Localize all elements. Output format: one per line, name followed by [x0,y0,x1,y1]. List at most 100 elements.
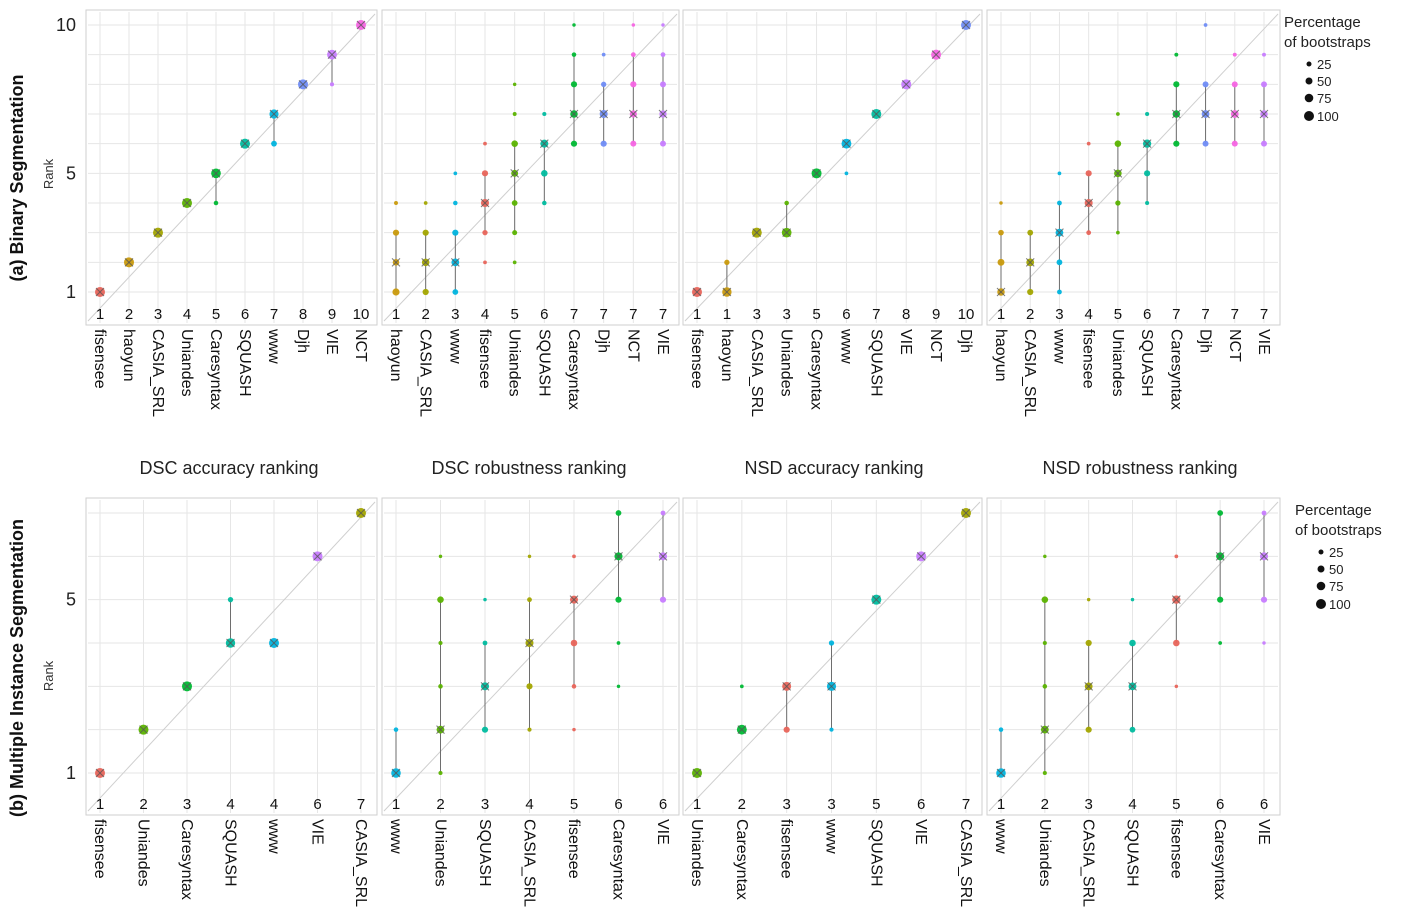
median-marker-caresyntax [1171,109,1181,119]
median-marker-djh [599,109,609,119]
algorithm-label-haoyun: haoyun [120,329,137,382]
algorithm-label-uniandes: Uniandes [1109,329,1126,397]
rank-tick-label: 3 [1084,796,1092,813]
rank-tick-label: 1 [392,796,400,813]
algorithm-label-nct: NCT [1226,329,1243,362]
median-marker-squash [226,638,235,648]
diagonal-line [988,501,1279,812]
bootstrap-point-nct [630,140,637,147]
algorithm-label-nct: NCT [624,329,641,362]
median-marker-casia_srl [1084,681,1094,691]
legend-title-line2: of bootstraps [1284,34,1371,51]
median-marker-www [996,768,1006,778]
bootstrap-point-caresyntax [1218,641,1223,645]
bootstrap-point-www [393,727,399,732]
bootstrap-point-fisensee [1085,170,1092,177]
algorithm-label-djh: Djh [595,329,612,353]
bootstrap-point-caresyntax [572,23,576,27]
diagonal-line [87,13,376,322]
bootstrap-point-uniandes [784,200,789,206]
median-marker-squash [480,681,490,691]
rank-tick-label: 4 [1128,796,1136,813]
bootstrap-point-www [271,140,277,147]
bootstrap-point-uniandes [1042,640,1047,646]
bootstrap-point-www [998,727,1004,732]
bootstrap-point-caresyntax [571,52,577,57]
algorithm-label-vie: VIE [912,819,929,845]
panel-dsc-robustness-ranking-1: 1 2 3 4 5 6 6 www Uniandes SQUASH CASIA_SRL fisense… [381,497,680,907]
rank-tick-label: 6 [540,306,548,323]
rank-tick-label: 5 [1172,796,1180,813]
median-marker-www [827,681,836,691]
bootstrap-point-nct [631,23,636,27]
bootstrap-point-squash [1145,111,1150,117]
y-tick-label: 5 [66,590,76,610]
median-marker-uniandes [782,228,792,238]
rank-tick-label: 3 [753,306,761,323]
diagonal-line [684,501,981,812]
bootstrap-point-www [453,200,458,206]
rank-tick-label: 7 [962,796,970,813]
bootstrap-point-vie [660,510,666,516]
median-marker-uniandes [182,198,192,208]
algorithm-label-www: www [387,818,404,854]
bootstrap-point-nct [630,81,637,88]
rank-tick-label: 7 [270,306,278,323]
bootstrap-point-haoyun [392,229,400,236]
algorithm-label-casia_srl: CASIA_SRL [149,329,166,417]
algorithm-label-fisensee: fisensee [1080,329,1097,389]
median-marker-vie [327,50,337,60]
median-marker-squash [1128,681,1137,691]
rank-tick-label: 4 [525,796,533,813]
algorithm-label-uniandes: Uniandes [135,819,152,887]
bootstrap-point-haoyun [724,259,730,266]
bootstrap-point-fisensee [783,726,790,733]
rank-tick-label: 7 [1172,306,1180,323]
median-marker-uniandes [510,168,520,178]
bootstrap-point-squash [542,111,547,117]
rank-tick-label: 7 [659,306,667,323]
rank-tick-label: 6 [614,796,622,813]
rank-tick-label: 1 [96,796,104,813]
bootstrap-point-uniandes [1114,140,1122,147]
median-marker-squash [539,139,549,149]
algorithm-label-fisensee: fisensee [688,329,705,389]
bootstrap-point-fisensee [1174,684,1179,689]
algorithm-label-caresyntax: Caresyntax [1211,819,1228,900]
bootstrap-point-uniandes [437,596,444,603]
rank-tick-label: 6 [1143,306,1151,323]
bootstrap-point-caresyntax [1217,596,1224,603]
bootstrap-point-squash [1129,726,1136,733]
bootstrap-point-squash [1130,597,1135,602]
rank-tick-label: 8 [902,306,910,323]
bootstrap-point-djh [600,140,607,147]
y-tick-label: 1 [66,763,76,783]
median-marker-casia_srl [752,228,762,238]
algorithm-label-squash: SQUASH [1124,819,1141,887]
algorithm-label-vie: VIE [654,819,671,845]
bootstrap-point-fisensee [571,684,577,689]
bootstrap-point-squash [1145,200,1150,206]
rank-tick-label: 5 [872,796,880,813]
algorithm-label-casia_srl: CASIA_SRL [957,819,974,907]
bootstrap-point-fisensee [1086,141,1091,146]
legend-title-line1: Percentage [1284,14,1361,31]
bootstrap-point-casia_srl [422,288,429,296]
rank-tick-label: 2 [1041,796,1049,813]
bootstrap-point-haoyun [999,201,1003,205]
median-marker-nct [1230,109,1240,119]
algorithm-label-casia_srl: CASIA_SRL [352,819,369,907]
median-marker-www [269,638,279,648]
median-marker-squash [871,595,881,605]
rank-tick-label: 10 [958,306,975,323]
bootstrap-point-squash [482,640,488,646]
bootstrap-point-uniandes [512,230,518,236]
legend-top: Percentage of bootstraps 25 50 75 100 [1284,14,1371,124]
rank-tick-label: 2 [125,306,133,323]
bootstrap-point-vie [1260,596,1268,603]
y-tick-label: 10 [56,15,76,35]
median-marker-vie [658,109,668,119]
bootstrap-point-casia_srl [1086,597,1091,602]
rank-tick-label: 10 [353,306,370,323]
bootstrap-point-squash [541,170,548,177]
